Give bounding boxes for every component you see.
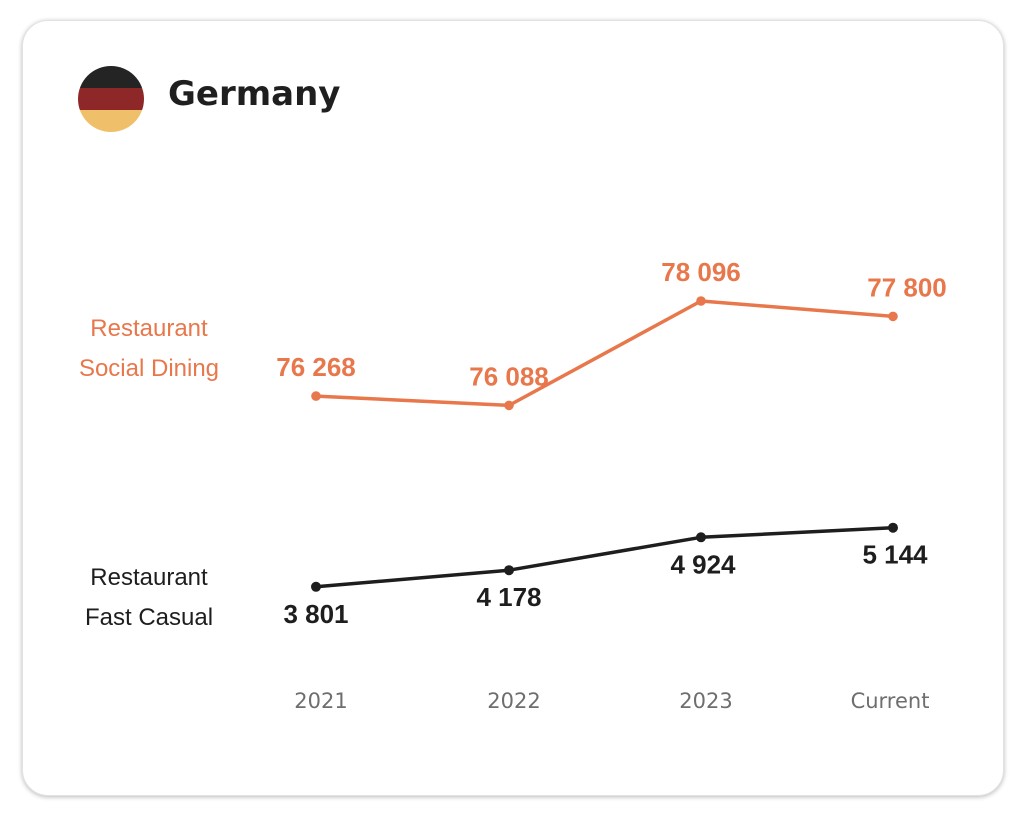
series-1-point-0 [311,581,321,592]
series-0-data-label-0: 76 268 [276,352,356,382]
series-1-point-2 [696,532,706,543]
series-1-line [314,525,895,589]
series-0-line [314,299,895,408]
series-0-point-3 [888,311,898,322]
series-0-name-line-0: Restaurant [90,315,208,342]
series-1-point-1 [504,565,514,576]
series-0-data-label-2: 78 096 [661,257,741,287]
series-1-data-label-3: 5 144 [862,540,928,570]
series-1-data-label-2: 4 924 [670,549,736,579]
series-1-point-3 [888,522,898,533]
series-1-data-label-0: 3 801 [283,599,348,629]
series-0-data-label-1: 76 088 [469,361,549,391]
series-0-point-2 [696,296,706,306]
germany-flag-icon [78,66,144,132]
x-tick-label-3: Current [851,689,930,713]
flag-band-gold [78,110,144,132]
x-tick-label-0: 2021 [294,689,347,713]
series-0-point-1 [504,400,514,411]
flag-band-black [78,66,144,88]
flag-band-red [78,88,144,110]
series-0-data-label-3: 77 800 [867,272,947,302]
series-0-point-0 [311,391,321,401]
series-1-name-line-0: Restaurant [90,564,208,591]
x-tick-label-1: 2022 [487,689,540,713]
page-title: Germany [168,74,341,114]
series-1-name-line-1: Fast Casual [85,604,213,631]
series-1-data-label-1: 4 178 [476,582,541,612]
x-tick-label-2: 2023 [679,689,732,713]
series-0-name-line-1: Social Dining [79,355,219,382]
